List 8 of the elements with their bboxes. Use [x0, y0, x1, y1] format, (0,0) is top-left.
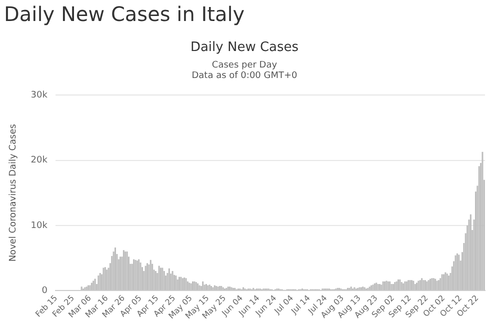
- y-tick-label: 30k: [30, 90, 48, 101]
- chart-title: Daily New Cases: [190, 40, 299, 56]
- y-tick-label: 20k: [30, 156, 48, 166]
- y-axis-title: Novel Coronavirus Daily Cases: [8, 124, 19, 262]
- chart-subtitle: Cases per Day Data as of 0:00 GMT+0: [192, 60, 298, 82]
- text: Daily New Cases in Italy: [3, 1, 246, 28]
- y-tick-label: 10k: [30, 220, 48, 231]
- y-tick-label: 0: [42, 286, 48, 296]
